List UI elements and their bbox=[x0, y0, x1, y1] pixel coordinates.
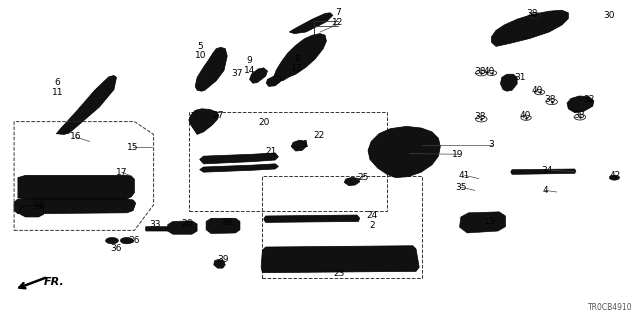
Polygon shape bbox=[460, 212, 506, 233]
Polygon shape bbox=[500, 74, 517, 91]
Polygon shape bbox=[195, 47, 227, 91]
Polygon shape bbox=[289, 13, 333, 34]
Text: 41: 41 bbox=[459, 171, 470, 180]
Text: 7: 7 bbox=[335, 8, 340, 17]
Text: 11: 11 bbox=[52, 88, 63, 97]
Polygon shape bbox=[266, 76, 282, 86]
Polygon shape bbox=[368, 126, 440, 178]
Text: 38: 38 bbox=[527, 9, 538, 18]
Text: 23: 23 bbox=[333, 269, 345, 278]
Polygon shape bbox=[200, 153, 278, 164]
Text: 5: 5 bbox=[198, 42, 203, 51]
Text: 33: 33 bbox=[149, 220, 161, 229]
Text: 36: 36 bbox=[111, 244, 122, 253]
Text: 24: 24 bbox=[367, 212, 378, 220]
Polygon shape bbox=[145, 227, 168, 231]
Text: 16: 16 bbox=[70, 132, 81, 141]
Text: 3: 3 bbox=[489, 140, 494, 149]
Circle shape bbox=[106, 237, 118, 244]
Text: 27: 27 bbox=[212, 111, 223, 120]
Text: 26: 26 bbox=[181, 219, 193, 228]
Polygon shape bbox=[20, 205, 44, 217]
Text: 9: 9 bbox=[247, 56, 252, 65]
Text: 34: 34 bbox=[541, 166, 553, 175]
Polygon shape bbox=[261, 246, 419, 273]
Polygon shape bbox=[14, 199, 136, 214]
Text: 10: 10 bbox=[195, 52, 206, 60]
Polygon shape bbox=[291, 140, 307, 151]
Polygon shape bbox=[274, 34, 326, 81]
Polygon shape bbox=[206, 218, 240, 234]
Polygon shape bbox=[56, 76, 116, 134]
Circle shape bbox=[609, 175, 620, 180]
Text: 4: 4 bbox=[543, 186, 548, 195]
Text: 30: 30 bbox=[604, 11, 615, 20]
Bar bbox=[189, 112, 387, 211]
Text: 2: 2 bbox=[370, 221, 375, 230]
Text: 36: 36 bbox=[129, 236, 140, 245]
Text: 22: 22 bbox=[313, 131, 324, 140]
Text: 38: 38 bbox=[474, 67, 486, 76]
Text: 40: 40 bbox=[483, 67, 495, 76]
Text: 19: 19 bbox=[452, 150, 463, 159]
Polygon shape bbox=[250, 68, 268, 83]
Polygon shape bbox=[567, 96, 594, 113]
Text: 25: 25 bbox=[357, 173, 369, 182]
Text: 38: 38 bbox=[474, 112, 486, 121]
Polygon shape bbox=[214, 259, 225, 268]
Text: 15: 15 bbox=[127, 143, 139, 152]
Text: 40: 40 bbox=[519, 111, 531, 120]
Polygon shape bbox=[492, 10, 568, 46]
Text: 6: 6 bbox=[55, 78, 60, 87]
Text: 39: 39 bbox=[217, 255, 228, 264]
Text: 32: 32 bbox=[583, 95, 595, 104]
Text: 8: 8 bbox=[294, 55, 300, 64]
Text: 20: 20 bbox=[259, 118, 270, 127]
Text: 40: 40 bbox=[532, 86, 543, 95]
Polygon shape bbox=[18, 175, 134, 199]
Polygon shape bbox=[200, 164, 278, 172]
Text: 1: 1 bbox=[303, 140, 308, 149]
Polygon shape bbox=[189, 109, 219, 134]
Polygon shape bbox=[344, 177, 360, 186]
Text: 28: 28 bbox=[221, 218, 233, 227]
Text: 38: 38 bbox=[545, 95, 556, 104]
Text: TR0CB4910: TR0CB4910 bbox=[588, 303, 632, 312]
Circle shape bbox=[120, 237, 133, 244]
Text: 13: 13 bbox=[291, 64, 303, 73]
Text: 38: 38 bbox=[573, 111, 585, 120]
Text: 12: 12 bbox=[332, 18, 344, 27]
Text: 14: 14 bbox=[244, 66, 255, 75]
Polygon shape bbox=[168, 221, 197, 234]
Text: 37: 37 bbox=[231, 69, 243, 78]
Text: 21: 21 bbox=[265, 147, 276, 156]
Text: 35: 35 bbox=[455, 183, 467, 192]
Bar bbox=[262, 176, 422, 278]
Polygon shape bbox=[264, 215, 360, 222]
Text: 42: 42 bbox=[610, 171, 621, 180]
Polygon shape bbox=[511, 169, 576, 174]
Text: FR.: FR. bbox=[44, 277, 64, 287]
Text: 18: 18 bbox=[34, 202, 45, 211]
Text: 17: 17 bbox=[116, 168, 127, 177]
Text: 29: 29 bbox=[484, 217, 495, 226]
Text: 31: 31 bbox=[514, 73, 525, 82]
